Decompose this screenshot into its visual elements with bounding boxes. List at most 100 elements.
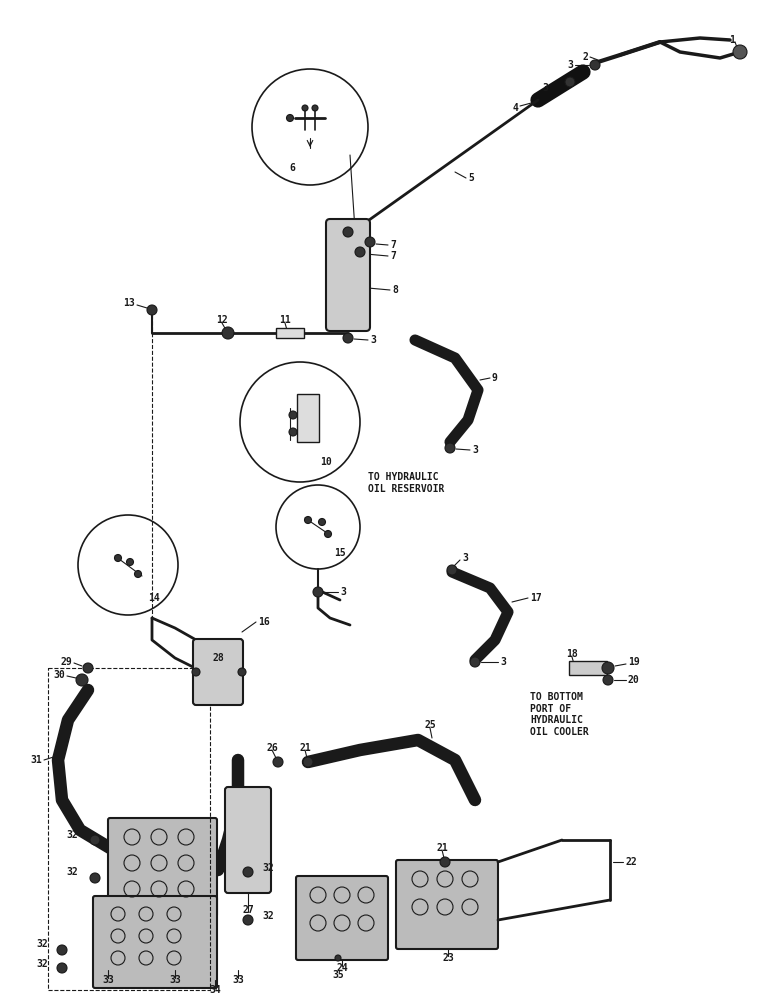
- Circle shape: [324, 530, 331, 538]
- Text: 35: 35: [332, 970, 344, 980]
- Text: 10: 10: [320, 457, 332, 467]
- Text: 21: 21: [299, 743, 311, 753]
- Circle shape: [445, 443, 455, 453]
- Text: 4: 4: [512, 103, 518, 113]
- Text: 3: 3: [340, 587, 346, 597]
- Circle shape: [243, 867, 253, 877]
- FancyBboxPatch shape: [396, 860, 498, 949]
- Text: 18: 18: [566, 649, 578, 659]
- Circle shape: [470, 657, 480, 667]
- Text: 27: 27: [242, 905, 254, 915]
- Circle shape: [83, 663, 93, 673]
- Text: 7: 7: [390, 240, 396, 250]
- Circle shape: [273, 757, 283, 767]
- Text: 33: 33: [232, 975, 244, 985]
- Text: 3: 3: [472, 445, 478, 455]
- Text: 33: 33: [169, 975, 181, 985]
- Text: 32: 32: [66, 867, 78, 877]
- Bar: [276, 328, 304, 338]
- Text: 21: 21: [436, 843, 448, 853]
- Text: 32: 32: [36, 939, 48, 949]
- Circle shape: [304, 516, 311, 524]
- Circle shape: [192, 668, 200, 676]
- Text: 17: 17: [530, 593, 542, 603]
- Text: 9: 9: [492, 373, 498, 383]
- Circle shape: [312, 105, 318, 111]
- Text: TO BOTTOM
PORT OF
HYDRAULIC
OIL COOLER: TO BOTTOM PORT OF HYDRAULIC OIL COOLER: [530, 692, 589, 737]
- Circle shape: [243, 915, 253, 925]
- Text: 26: 26: [266, 743, 278, 753]
- Text: 22: 22: [625, 857, 637, 867]
- Text: 8: 8: [392, 285, 398, 295]
- Bar: [569, 661, 607, 675]
- Circle shape: [114, 554, 121, 562]
- Circle shape: [343, 227, 353, 237]
- Circle shape: [355, 247, 365, 257]
- Circle shape: [319, 518, 326, 526]
- Text: 3: 3: [370, 335, 376, 345]
- Circle shape: [313, 587, 323, 597]
- Circle shape: [134, 570, 141, 578]
- Circle shape: [365, 237, 375, 247]
- Circle shape: [565, 77, 575, 87]
- Circle shape: [147, 305, 157, 315]
- Text: 14: 14: [148, 593, 160, 603]
- Circle shape: [590, 60, 600, 70]
- Text: 23: 23: [442, 953, 454, 963]
- Circle shape: [447, 565, 457, 575]
- Circle shape: [289, 428, 297, 436]
- Circle shape: [90, 835, 100, 845]
- Text: 32: 32: [262, 863, 274, 873]
- Text: 20: 20: [628, 675, 640, 685]
- Text: 31: 31: [260, 805, 272, 815]
- Text: 3: 3: [567, 60, 573, 70]
- Text: 25: 25: [424, 720, 436, 730]
- Text: 15: 15: [334, 548, 346, 558]
- Text: 29: 29: [60, 657, 72, 667]
- Text: 2: 2: [582, 52, 588, 62]
- Circle shape: [440, 857, 450, 867]
- Text: 30: 30: [53, 670, 65, 680]
- FancyBboxPatch shape: [225, 787, 271, 893]
- Text: 19: 19: [628, 657, 640, 667]
- Text: 3: 3: [542, 83, 548, 93]
- Circle shape: [335, 955, 341, 961]
- Circle shape: [57, 963, 67, 973]
- Text: 12: 12: [216, 315, 228, 325]
- Circle shape: [603, 675, 613, 685]
- Circle shape: [90, 873, 100, 883]
- Circle shape: [303, 757, 313, 767]
- Circle shape: [222, 327, 234, 339]
- Text: 28: 28: [212, 653, 224, 663]
- Circle shape: [733, 45, 747, 59]
- Text: 24: 24: [336, 963, 348, 973]
- Text: 5: 5: [468, 173, 474, 183]
- Text: 1: 1: [729, 35, 735, 45]
- Circle shape: [57, 945, 67, 955]
- Text: 7: 7: [390, 251, 396, 261]
- Text: 34: 34: [209, 985, 221, 995]
- FancyBboxPatch shape: [296, 876, 388, 960]
- Text: 6: 6: [289, 163, 295, 173]
- Text: 32: 32: [66, 830, 78, 840]
- Text: 16: 16: [258, 617, 269, 627]
- Circle shape: [286, 114, 293, 121]
- Text: 32: 32: [262, 911, 274, 921]
- Text: 3: 3: [462, 553, 468, 563]
- FancyBboxPatch shape: [93, 896, 217, 988]
- Circle shape: [302, 105, 308, 111]
- Circle shape: [76, 674, 88, 686]
- Text: 13: 13: [124, 298, 135, 308]
- FancyBboxPatch shape: [326, 219, 370, 331]
- FancyBboxPatch shape: [193, 639, 243, 705]
- Text: 32: 32: [36, 959, 48, 969]
- Text: 3: 3: [500, 657, 506, 667]
- Text: TO HYDRAULIC
OIL RESERVOIR: TO HYDRAULIC OIL RESERVOIR: [368, 472, 445, 494]
- Text: 11: 11: [279, 315, 291, 325]
- Bar: [297, 394, 319, 442]
- Circle shape: [238, 668, 246, 676]
- Circle shape: [343, 333, 353, 343]
- Text: 31: 31: [30, 755, 42, 765]
- Circle shape: [602, 662, 614, 674]
- Circle shape: [127, 558, 134, 566]
